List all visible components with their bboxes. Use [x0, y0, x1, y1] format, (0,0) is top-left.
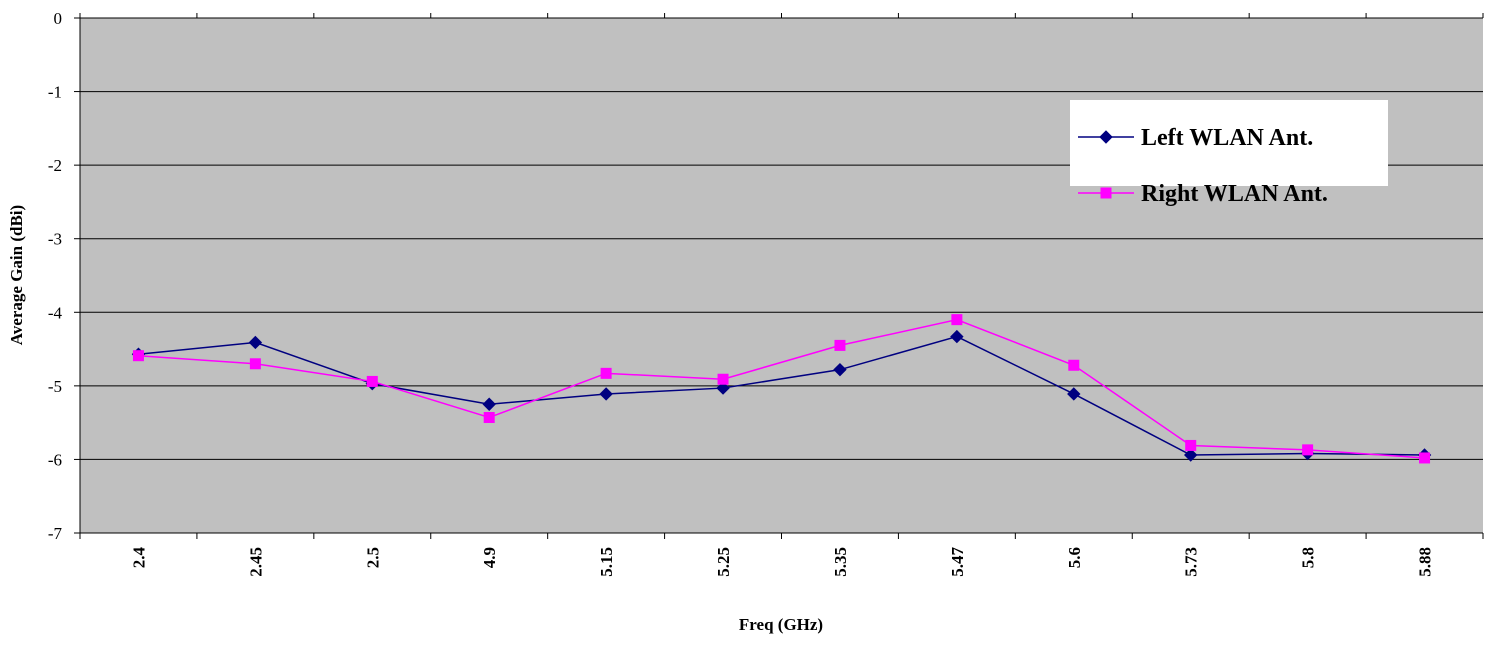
data-point: [599, 387, 613, 401]
series-line: [138, 335, 1425, 456]
legend-box: [1070, 100, 1388, 186]
y-tick-label: -5: [48, 377, 62, 396]
y-axis-title: Average Gain (dBi): [7, 205, 26, 345]
data-point: [717, 373, 729, 385]
x-tick-label: 2.5: [363, 547, 382, 568]
gridlines: [80, 17, 1483, 460]
x-tick-label: 2.45: [246, 547, 265, 577]
y-tick-label: -3: [48, 230, 62, 249]
data-point: [951, 314, 963, 326]
data-point: [249, 358, 261, 370]
legend-marker: [1100, 187, 1112, 199]
plot-area: [80, 18, 1483, 533]
data-point: [1068, 359, 1080, 371]
legend-label: Left WLAN Ant.: [1141, 125, 1313, 151]
data-point: [834, 339, 846, 351]
data-point: [950, 329, 964, 344]
y-tick-label: -7: [48, 524, 63, 543]
y-tick-label: -2: [48, 156, 62, 175]
data-point: [482, 397, 496, 411]
x-tick-label: 4.9: [480, 547, 499, 568]
data-point: [1184, 448, 1198, 462]
data-point: [1302, 444, 1314, 456]
data-point: [483, 411, 495, 423]
x-axis-title: Freq (GHz): [739, 615, 823, 634]
legend-marker: [1099, 130, 1113, 144]
x-tick-label: 2.4: [129, 547, 148, 569]
data-point: [600, 367, 612, 379]
series-line: [138, 318, 1425, 459]
data-point: [1067, 387, 1081, 401]
data-point: [1419, 452, 1431, 464]
x-tick-label: 5.73: [1182, 547, 1201, 577]
x-tick-label: 5.88: [1416, 547, 1435, 577]
y-tick-label: -4: [48, 303, 63, 322]
data-point: [833, 362, 847, 377]
data-point: [132, 350, 144, 362]
x-tick-label: 5.35: [831, 547, 850, 577]
y-tick-label: -1: [48, 83, 62, 102]
y-tick-label: 0: [54, 9, 63, 28]
legend: Left WLAN Ant. Right WLAN Ant.: [1070, 100, 1388, 207]
series-layer: [131, 314, 1432, 464]
x-tick-label: 5.47: [948, 547, 967, 577]
x-tick-label: 5.6: [1065, 547, 1084, 568]
axes: 0 -1 -2 -3 -4 -5 -6 -7 2.4 2.45 2.5 4.9 5.15 5.25 5.35…: [48, 9, 1484, 577]
y-tick-label: -6: [48, 450, 62, 469]
data-point: [248, 335, 263, 350]
data-point: [366, 375, 378, 387]
x-tick-label: 5.8: [1299, 547, 1318, 568]
data-point: [716, 381, 730, 395]
x-tick-label: 5.15: [597, 547, 616, 577]
x-tick-label: 5.25: [714, 547, 733, 577]
data-point: [1185, 439, 1197, 451]
legend-label: Right WLAN Ant.: [1141, 181, 1328, 207]
series-right-wlan-ant: [132, 314, 1431, 464]
